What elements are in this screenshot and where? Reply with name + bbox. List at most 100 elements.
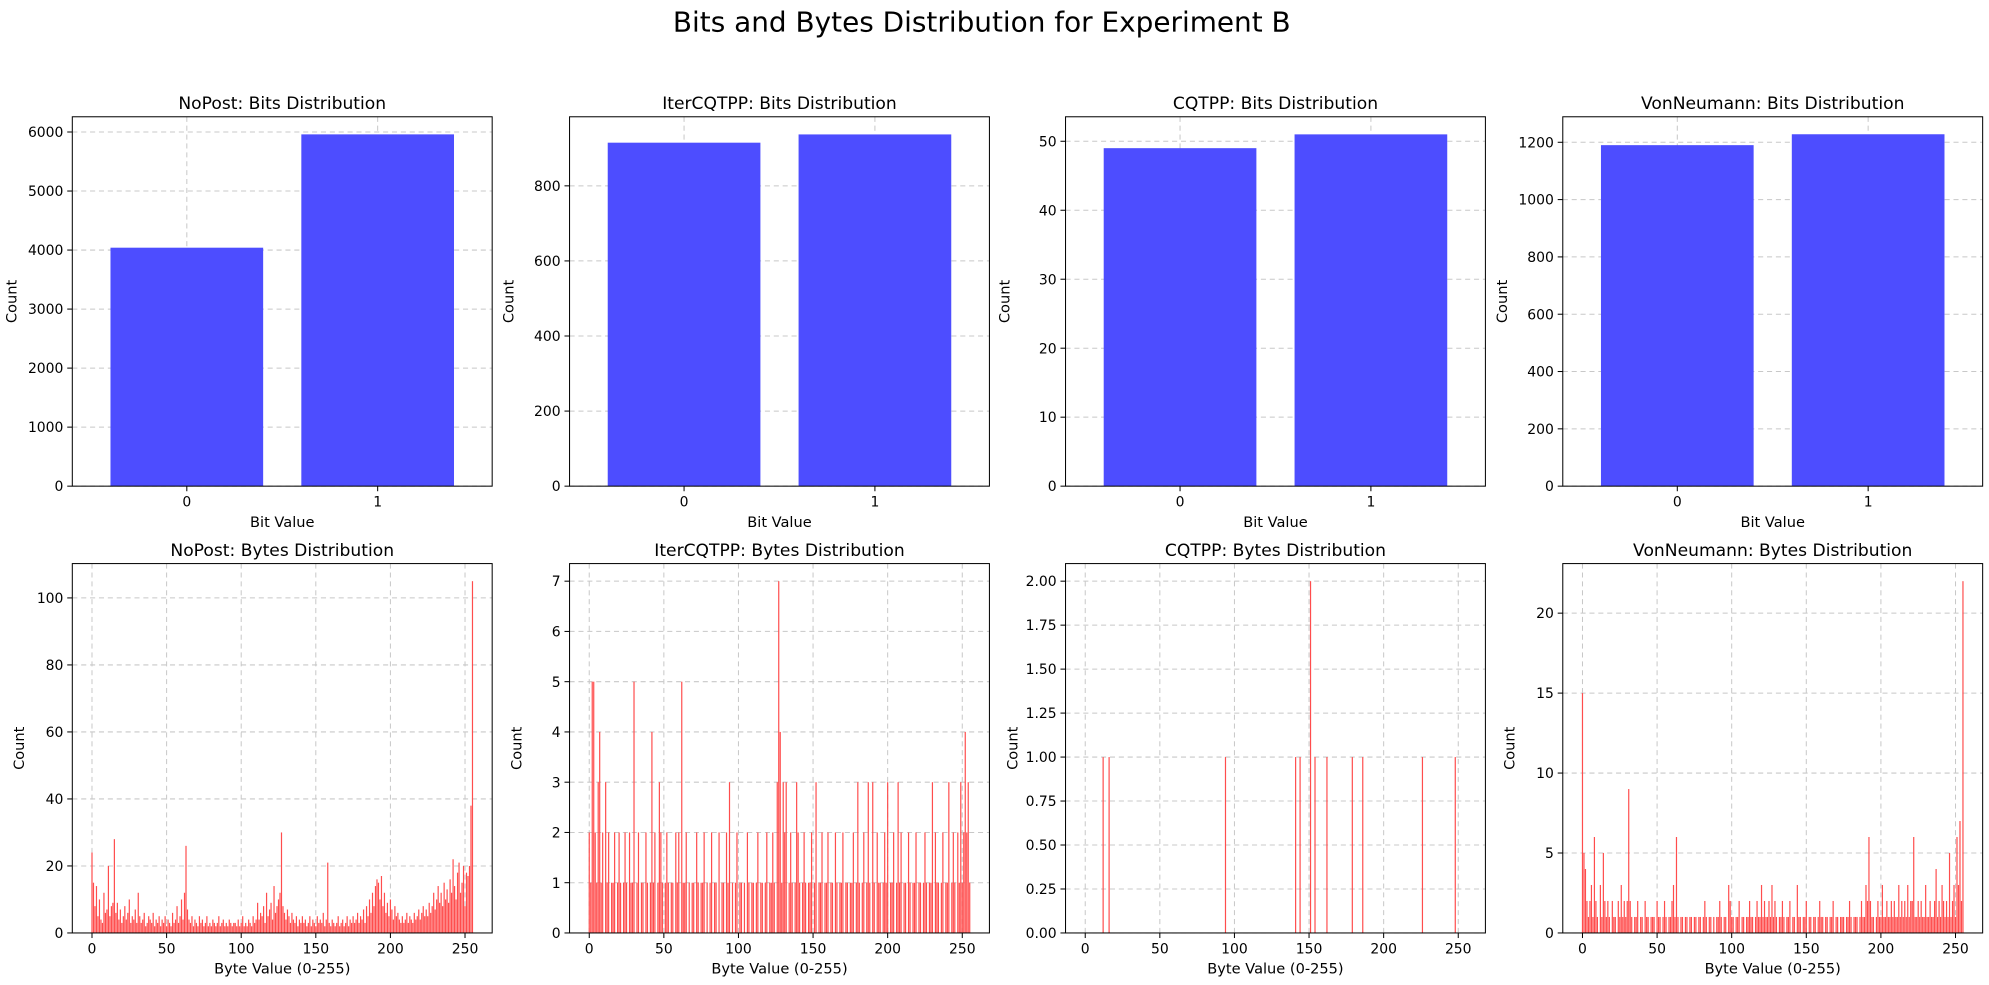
bar: [407, 922, 409, 933]
bar: [827, 832, 829, 933]
bar: [1895, 916, 1897, 933]
bar: [1650, 916, 1652, 933]
bar: [274, 912, 277, 933]
bar: [1907, 884, 1909, 933]
bar: [618, 832, 620, 933]
bar: [252, 916, 254, 933]
bar: [1774, 900, 1776, 933]
bar: [1619, 916, 1621, 933]
bar: [1896, 916, 1898, 933]
bar: [436, 899, 438, 933]
bar: [1938, 900, 1940, 933]
x-tick-label: 100: [725, 941, 752, 957]
bar: [1798, 916, 1800, 933]
bar: [1766, 916, 1769, 933]
bar: [1898, 884, 1900, 933]
bar: [667, 882, 669, 933]
bar: [1587, 916, 1590, 933]
bar: [846, 882, 848, 933]
bar: [1959, 821, 1961, 933]
bar: [700, 882, 702, 933]
x-axis-label: Bit Value: [1741, 514, 1805, 531]
bar: [866, 882, 868, 933]
bar: [728, 782, 731, 933]
bar: [446, 889, 448, 933]
bar: [186, 909, 189, 933]
bar: [224, 926, 226, 933]
bar: [183, 892, 186, 933]
bar: [697, 882, 699, 933]
y-tick-label: 0.25: [1026, 882, 1057, 898]
y-tick-label: 5: [1545, 846, 1554, 862]
bar: [209, 922, 211, 933]
bar: [315, 926, 317, 933]
bar: [431, 906, 433, 933]
bar: [1929, 900, 1931, 933]
bar: [1796, 884, 1798, 933]
bar: [1917, 900, 1919, 933]
bar: [456, 872, 459, 933]
bar: [331, 919, 333, 933]
bar: [339, 926, 341, 933]
bar: [913, 882, 916, 933]
bar: [593, 681, 595, 933]
bar: [617, 882, 619, 933]
x-tick-label: 150: [1296, 941, 1323, 957]
bar: [291, 912, 293, 933]
bar: [590, 882, 592, 933]
bar: [282, 906, 284, 933]
bar: [348, 926, 350, 933]
bar: [752, 882, 754, 933]
bar: [1872, 916, 1875, 933]
bar: [133, 919, 135, 933]
bar: [928, 882, 931, 933]
bar: [246, 926, 248, 933]
y-tick-label: 6000: [28, 125, 63, 141]
bar: [1671, 900, 1673, 933]
bar: [416, 916, 418, 933]
bar: [1945, 900, 1948, 933]
bar: [109, 916, 111, 933]
bar: [1899, 916, 1901, 933]
bar: [386, 902, 389, 933]
bar: [1886, 900, 1888, 933]
bar: [651, 731, 653, 933]
bar: [1698, 916, 1700, 933]
bar: [442, 906, 444, 933]
bar: [1601, 916, 1603, 933]
bar: [1789, 900, 1791, 933]
bar: [681, 681, 683, 933]
bar: [201, 919, 204, 933]
bar: [154, 926, 156, 933]
bar: [294, 922, 296, 933]
y-tick-label: 1.75: [1026, 618, 1057, 634]
bar: [1905, 916, 1907, 933]
bar: [270, 902, 272, 933]
bar: [1695, 916, 1697, 933]
bar: [1710, 916, 1712, 933]
bar: [1841, 916, 1843, 933]
bar: [797, 832, 799, 933]
x-tick-label: 200: [1868, 941, 1895, 957]
bar: [645, 832, 647, 933]
bar: [873, 882, 875, 933]
bar: [1908, 916, 1910, 933]
bar: [262, 906, 265, 933]
subplot-title: IterCQTPP: Bytes Distribution: [654, 541, 904, 561]
bar: [1792, 916, 1794, 933]
bar: [337, 916, 339, 933]
bar: [869, 882, 871, 933]
bar: [292, 919, 295, 933]
bar: [349, 919, 351, 933]
bar: [1583, 853, 1585, 933]
bar: [772, 832, 774, 933]
bar: [352, 916, 354, 933]
y-tick-label: 0: [55, 479, 64, 495]
y-tick-label: 1000: [1518, 193, 1553, 209]
bar: [661, 882, 663, 933]
bar: [1786, 916, 1788, 933]
bar: [1607, 900, 1609, 933]
bar: [1960, 900, 1963, 933]
bar: [163, 922, 165, 933]
bar: [809, 882, 811, 933]
